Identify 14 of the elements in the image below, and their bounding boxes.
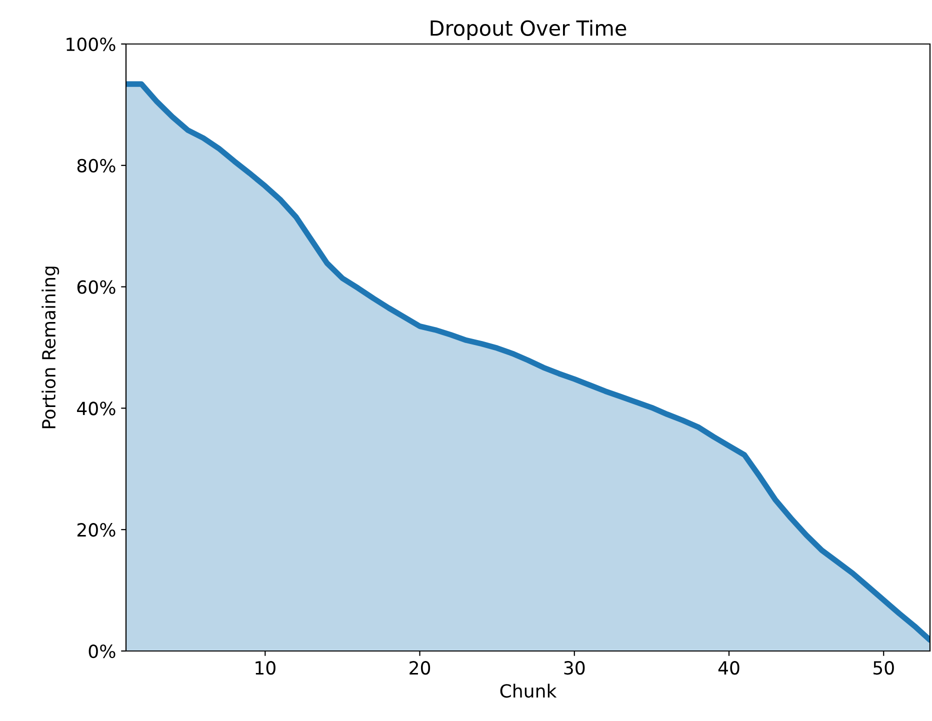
y-tick-label: 60% bbox=[77, 280, 116, 294]
y-axis-title: Portion Remaining bbox=[42, 266, 60, 428]
x-tick-label: 40 bbox=[718, 661, 740, 675]
x-tick-label: 10 bbox=[256, 661, 276, 675]
y-tick-label: 40% bbox=[77, 402, 116, 416]
y-tick-label: 20% bbox=[77, 523, 116, 537]
x-tick-label: 20 bbox=[410, 661, 430, 675]
y-tick-label: 0% bbox=[88, 644, 116, 658]
y-tick-label: 100% bbox=[66, 37, 116, 52]
x-axis-title: Chunk bbox=[500, 684, 557, 698]
x-tick-label: 50 bbox=[874, 661, 894, 675]
y-tick-label: 80% bbox=[77, 158, 116, 173]
x-tick-label: 30 bbox=[564, 661, 585, 675]
chart-title: Dropout Over Time bbox=[430, 20, 626, 40]
